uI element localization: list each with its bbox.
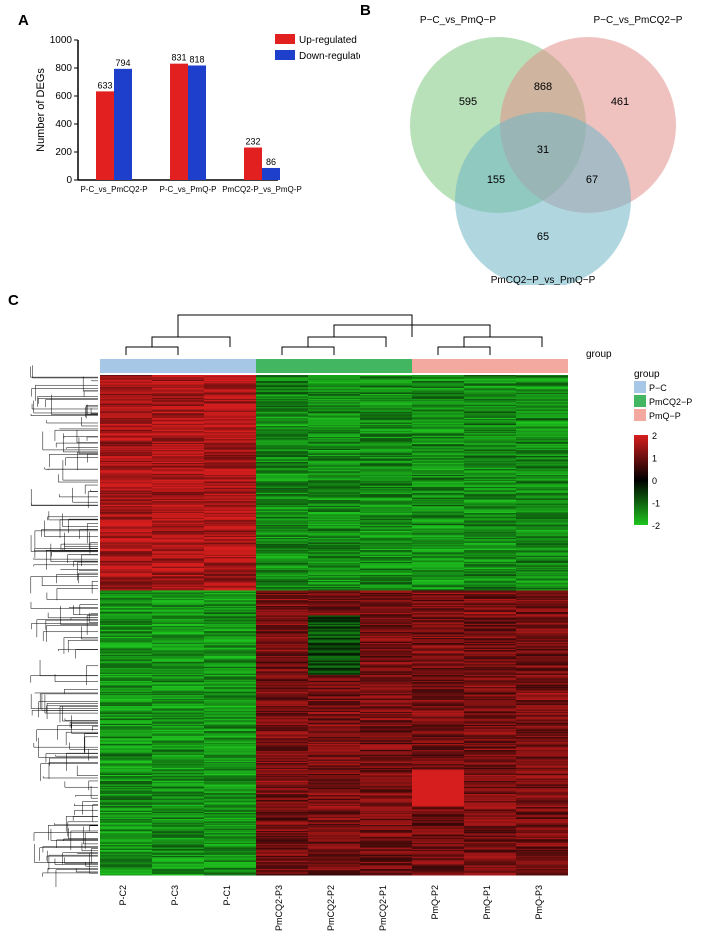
group-bar — [152, 359, 204, 373]
bar — [170, 64, 188, 180]
group-bar — [516, 359, 568, 373]
panel-a-label: A — [18, 12, 29, 29]
svg-text:67: 67 — [586, 174, 598, 186]
column-label: P-C2 — [118, 885, 128, 906]
svg-text:600: 600 — [55, 91, 72, 102]
legend-title: group — [586, 349, 612, 360]
legend-swatch — [275, 34, 295, 44]
dendro — [438, 347, 490, 355]
svg-text:595: 595 — [459, 96, 477, 108]
svg-text:P−C_vs_PmCQ2−P: P−C_vs_PmCQ2−P — [594, 15, 683, 26]
venn-circle — [455, 112, 631, 285]
heatmap: P-C2 P-C3 P-C1 PmCQ2-P3 PmCQ2-P2 PmCQ2-P1 PmQ-… — [15, 300, 695, 935]
svg-text:65: 65 — [537, 231, 549, 243]
dendro — [152, 337, 230, 347]
svg-text:800: 800 — [55, 63, 72, 74]
group-bar — [360, 359, 412, 373]
svg-text:831: 831 — [171, 53, 186, 63]
svg-text:0: 0 — [652, 476, 657, 486]
bar-chart: 0 200 400 600 800 1000 Number of DEGs 633 794 P-C… — [30, 20, 360, 210]
svg-text:794: 794 — [115, 58, 130, 68]
dendro — [178, 315, 412, 337]
column-label: P-C3 — [170, 885, 180, 906]
dendro — [282, 347, 334, 355]
svg-text:Down-regulated: Down-regulated — [299, 51, 360, 62]
bar — [244, 148, 262, 180]
svg-text:200: 200 — [55, 147, 72, 158]
svg-text:PmQ−P: PmQ−P — [649, 411, 681, 421]
column-label: PmCQ2-P3 — [274, 885, 284, 931]
svg-text:1000: 1000 — [50, 35, 73, 46]
svg-text:PmCQ2−P: PmCQ2−P — [649, 397, 692, 407]
svg-text:232: 232 — [245, 137, 260, 147]
heatmap-cell — [100, 874, 152, 876]
legend-swatch — [634, 395, 646, 407]
svg-text:461: 461 — [611, 96, 629, 108]
svg-text:155: 155 — [487, 174, 505, 186]
svg-text:-1: -1 — [652, 499, 660, 509]
column-label: PmQ-P2 — [430, 885, 440, 920]
svg-text:PmCQ2−P_vs_PmQ−P: PmCQ2−P_vs_PmQ−P — [491, 275, 596, 285]
heatmap-cell — [308, 874, 360, 876]
colorbar — [634, 435, 648, 525]
dendro — [464, 337, 542, 347]
svg-text:400: 400 — [55, 119, 72, 130]
svg-text:818: 818 — [189, 54, 204, 64]
svg-text:-2: -2 — [652, 521, 660, 531]
bar — [188, 65, 206, 180]
column-label: PmCQ2-P2 — [326, 885, 336, 931]
group-bar — [204, 359, 256, 373]
group-bar — [308, 359, 360, 373]
svg-text:1: 1 — [652, 454, 657, 464]
svg-text:P-C_vs_PmCQ2-P: P-C_vs_PmCQ2-P — [80, 185, 147, 194]
svg-text:31: 31 — [537, 144, 549, 156]
group-bar — [464, 359, 516, 373]
venn-diagram: P−C_vs_PmQ−PP−C_vs_PmCQ2−PPmCQ2−P_vs_PmQ… — [368, 5, 703, 280]
heatmap-cell — [204, 874, 256, 876]
svg-text:P−C_vs_PmQ−P: P−C_vs_PmQ−P — [420, 15, 496, 26]
svg-text:Up-regulated: Up-regulated — [299, 35, 357, 46]
heatmap-cell — [516, 874, 568, 876]
heatmap-cell — [360, 874, 412, 876]
bar — [262, 168, 280, 180]
legend-swatch — [634, 381, 646, 393]
column-label: PmQ-P1 — [482, 885, 492, 920]
heatmap-cell — [152, 874, 204, 876]
svg-text:PmCQ2-P_vs_PmQ-P: PmCQ2-P_vs_PmQ-P — [222, 185, 302, 194]
svg-text:Number of DEGs: Number of DEGs — [35, 68, 47, 152]
column-label: PmQ-P3 — [534, 885, 544, 920]
svg-text:633: 633 — [97, 80, 112, 90]
heatmap-cell — [412, 874, 464, 876]
group-bar — [100, 359, 152, 373]
bar — [96, 91, 114, 180]
dendro — [126, 347, 178, 355]
group-bar — [412, 359, 464, 373]
svg-text:0: 0 — [66, 175, 72, 186]
svg-text:P-C_vs_PmQ-P: P-C_vs_PmQ-P — [160, 185, 217, 194]
heatmap-cell — [256, 874, 308, 876]
column-label: P-C1 — [222, 885, 232, 906]
legend-swatch — [634, 409, 646, 421]
svg-text:group: group — [634, 369, 660, 380]
dendro — [308, 337, 386, 347]
svg-text:P−C: P−C — [649, 383, 667, 393]
svg-text:868: 868 — [534, 81, 552, 93]
group-bar — [256, 359, 308, 373]
svg-text:2: 2 — [652, 431, 657, 441]
svg-text:86: 86 — [266, 157, 276, 167]
legend-swatch — [275, 50, 295, 60]
bar — [114, 69, 132, 180]
heatmap-cell — [464, 874, 516, 876]
column-label: PmCQ2-P1 — [378, 885, 388, 931]
